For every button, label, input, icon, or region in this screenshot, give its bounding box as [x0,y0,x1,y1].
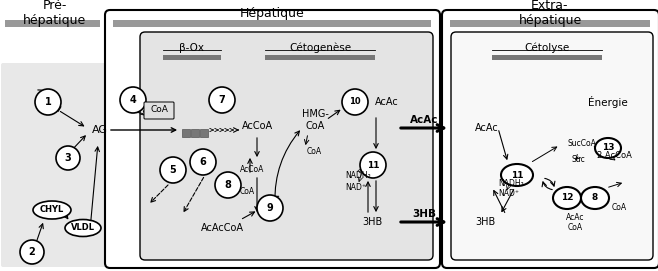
Text: AcCoA: AcCoA [240,166,265,175]
Text: AcAc: AcAc [410,115,438,125]
Text: CoA: CoA [567,224,582,233]
Text: 4: 4 [130,95,136,105]
Text: 8: 8 [224,180,232,190]
Text: AG: AG [92,125,108,135]
Text: NADH₂: NADH₂ [345,170,370,179]
Bar [265,55,375,60]
Bar [492,55,602,60]
Text: AcAc: AcAc [475,123,499,133]
Text: NAD⁺: NAD⁺ [345,182,366,192]
Ellipse shape [581,187,609,209]
Bar [191,129,199,137]
Bar [450,20,650,27]
Text: 11: 11 [367,160,379,169]
Circle shape [35,89,61,115]
Text: NADH₂: NADH₂ [498,179,524,188]
Circle shape [360,152,386,178]
FancyBboxPatch shape [442,10,658,268]
Text: Suc: Suc [572,156,586,164]
Text: 12: 12 [561,193,573,202]
Text: 11: 11 [511,170,523,179]
Circle shape [20,240,44,264]
Text: HMG-
CoA: HMG- CoA [301,109,328,131]
FancyBboxPatch shape [140,32,433,260]
Circle shape [215,172,241,198]
Circle shape [160,157,186,183]
Circle shape [190,149,216,175]
Text: 3HB: 3HB [475,217,495,227]
Text: CoA: CoA [612,204,627,212]
Text: Cétolyse: Cétolyse [524,43,570,53]
Ellipse shape [33,201,71,219]
Text: 3HB: 3HB [412,209,436,219]
Text: AcAc: AcAc [566,214,584,222]
Text: 13: 13 [602,144,615,153]
FancyBboxPatch shape [105,10,440,268]
Text: 1: 1 [45,97,51,107]
Text: NAD⁺: NAD⁺ [498,189,519,198]
Bar [200,129,208,137]
FancyBboxPatch shape [144,102,174,119]
Circle shape [257,195,283,221]
Text: Cétogenèse: Cétogenèse [289,43,351,53]
Text: VLDL: VLDL [71,224,95,233]
Text: 9: 9 [266,203,273,213]
Text: SucCoA: SucCoA [568,138,597,147]
Text: AcAcCoA: AcAcCoA [201,223,243,233]
Text: Énergie: Énergie [588,96,628,108]
Text: 6: 6 [199,157,207,167]
Circle shape [209,87,235,113]
Text: Pré-
hépatique: Pré- hépatique [24,0,87,27]
Bar [113,20,431,27]
Circle shape [120,87,146,113]
Text: 7: 7 [218,95,226,105]
Ellipse shape [65,220,101,237]
FancyBboxPatch shape [1,63,107,267]
Text: 2: 2 [29,247,36,257]
Text: 10: 10 [349,98,361,107]
Ellipse shape [595,138,621,158]
Text: Hépatique: Hépatique [240,7,305,20]
Text: CoA: CoA [150,105,168,115]
Text: β-Ox: β-Ox [180,43,205,53]
Circle shape [342,89,368,115]
Circle shape [56,146,80,170]
Text: CHYL: CHYL [40,205,64,215]
Text: CoA: CoA [307,147,322,156]
Ellipse shape [501,164,533,186]
Text: 2 AcCoA: 2 AcCoA [597,150,632,160]
FancyBboxPatch shape [451,32,653,260]
Text: 3: 3 [64,153,71,163]
Text: CoA: CoA [240,188,255,196]
Text: AcCoA: AcCoA [241,121,272,131]
Ellipse shape [553,187,581,209]
Text: 8: 8 [592,193,598,202]
Bar [163,55,221,60]
Text: Extra-
hépatique: Extra- hépatique [519,0,582,27]
Text: AcAc: AcAc [375,97,399,107]
Text: 5: 5 [170,165,176,175]
Bar [182,129,190,137]
Bar [5,20,100,27]
Text: 3HB: 3HB [362,217,382,227]
